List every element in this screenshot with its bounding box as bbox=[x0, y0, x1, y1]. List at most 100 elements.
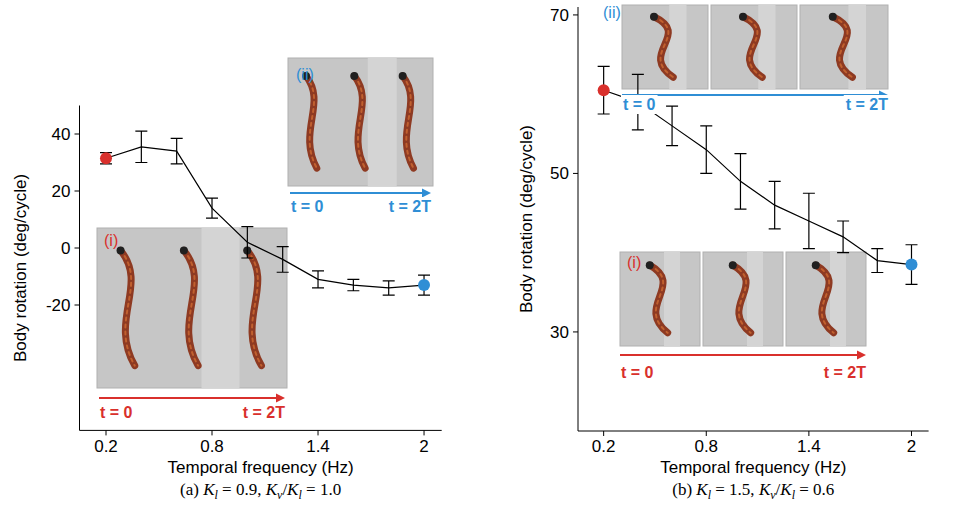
x-tick bbox=[706, 431, 707, 436]
error-bar bbox=[700, 126, 712, 174]
label-patch bbox=[822, 363, 868, 382]
label-patch bbox=[289, 197, 326, 216]
label-patch bbox=[844, 95, 890, 114]
y-tick bbox=[573, 331, 578, 332]
label-patch bbox=[619, 363, 656, 382]
caption: (a) Kl = 0.9, Kv/Kl = 1.0 bbox=[180, 480, 341, 502]
error-bar bbox=[383, 281, 395, 295]
x-tick bbox=[603, 431, 604, 436]
error-bar bbox=[734, 154, 746, 209]
x-tick-label: 0.8 bbox=[694, 437, 718, 456]
plot-data bbox=[598, 66, 918, 284]
y-tick bbox=[573, 14, 578, 15]
x-tick-label: 1.4 bbox=[797, 437, 821, 456]
snake-head bbox=[350, 72, 358, 80]
label-patch bbox=[98, 403, 135, 422]
snake-body bbox=[733, 265, 751, 333]
time-end-label: t = 2T bbox=[846, 96, 888, 113]
time-end-label: t = 2T bbox=[824, 364, 866, 381]
x-tick bbox=[911, 431, 912, 436]
error-bar bbox=[312, 271, 324, 288]
time-arrow bbox=[620, 354, 860, 356]
time-end-label: t = 2T bbox=[389, 198, 431, 215]
y-tick-label: 70 bbox=[550, 6, 569, 25]
inset-photo bbox=[786, 252, 866, 346]
snake-body bbox=[833, 17, 853, 77]
y-axis-title: Body rotation (deg/cycle) bbox=[11, 174, 30, 362]
y-axis-line bbox=[79, 106, 80, 431]
error-bar bbox=[803, 193, 815, 248]
x-tick bbox=[808, 431, 809, 436]
inset-photo bbox=[703, 252, 783, 346]
time-arrow-head bbox=[276, 394, 285, 403]
error-bar bbox=[241, 227, 253, 258]
data-line bbox=[604, 90, 912, 264]
inset-photo bbox=[800, 5, 888, 89]
inset-label: (i) bbox=[104, 232, 118, 249]
y-tick bbox=[75, 134, 80, 135]
error-bar bbox=[769, 181, 781, 229]
data-line bbox=[106, 147, 424, 288]
y-tick-label: 40 bbox=[52, 125, 71, 144]
axes: 0.20.81.42-2002040Temporal frequency (Hz… bbox=[11, 106, 441, 478]
time-start-label: t = 0 bbox=[621, 364, 654, 381]
time-start-label: t = 0 bbox=[623, 96, 656, 113]
x-tick-label: 2 bbox=[419, 437, 428, 456]
inset-label: (ii) bbox=[603, 4, 621, 21]
error-bar bbox=[598, 66, 610, 114]
snake-body bbox=[743, 17, 762, 77]
x-tick bbox=[424, 430, 425, 435]
error-bar bbox=[347, 279, 359, 290]
time-arrow-head bbox=[422, 189, 431, 198]
snake-body bbox=[354, 76, 365, 168]
x-tick bbox=[106, 430, 107, 435]
x-axis-title: Temporal frequency (Hz) bbox=[660, 458, 846, 477]
panel: 0.20.81.42305070Temporal frequency (Hz)B… bbox=[517, 4, 928, 502]
inset-photo bbox=[620, 252, 700, 346]
label-patch bbox=[241, 403, 287, 422]
snake-body bbox=[306, 76, 317, 168]
snake-body bbox=[403, 76, 414, 168]
snake-head bbox=[739, 13, 747, 21]
inset-photo bbox=[288, 58, 433, 186]
axes: 0.20.81.42305070Temporal frequency (Hz)B… bbox=[517, 6, 928, 477]
time-start-label: t = 0 bbox=[291, 198, 324, 215]
panel: 0.20.81.42-2002040Temporal frequency (Hz… bbox=[11, 58, 441, 502]
inset-photos bbox=[620, 5, 888, 346]
snake-pattern bbox=[733, 265, 751, 333]
plot-data bbox=[100, 131, 430, 295]
x-tick-label: 0.2 bbox=[94, 437, 118, 456]
snake-body bbox=[121, 250, 135, 365]
error-bar bbox=[666, 106, 678, 146]
caption-part: (b) bbox=[672, 480, 696, 499]
snake-head bbox=[829, 13, 837, 21]
inset-photos bbox=[97, 58, 433, 388]
y-axis-line bbox=[578, 7, 579, 431]
error-bar bbox=[277, 247, 289, 273]
error-bar bbox=[100, 153, 112, 164]
y-tick-label: 50 bbox=[550, 164, 569, 183]
snake-head bbox=[650, 13, 658, 21]
snake-head bbox=[812, 261, 820, 269]
time-end-label: t = 2T bbox=[243, 404, 285, 421]
snake-head bbox=[646, 261, 654, 269]
data-point bbox=[905, 259, 917, 271]
snake-pattern bbox=[743, 17, 762, 77]
snake-pattern bbox=[654, 17, 673, 77]
inset-photo bbox=[622, 5, 708, 89]
y-tick-label: 20 bbox=[52, 182, 71, 201]
time-start-label: t = 0 bbox=[100, 404, 133, 421]
label-patch bbox=[387, 197, 433, 216]
inset-photo bbox=[711, 5, 797, 89]
y-tick bbox=[75, 191, 80, 192]
snake-pattern bbox=[306, 76, 317, 168]
y-axis-title: Body rotation (deg/cycle) bbox=[517, 125, 536, 313]
snake-body bbox=[816, 265, 834, 333]
x-axis-line bbox=[578, 431, 929, 432]
time-arrow-head bbox=[857, 351, 866, 360]
snake-pattern bbox=[184, 250, 198, 365]
x-tick-label: 0.2 bbox=[592, 437, 616, 456]
error-bar bbox=[206, 198, 218, 218]
x-tick bbox=[212, 430, 213, 435]
inset-label: (i) bbox=[627, 254, 641, 271]
